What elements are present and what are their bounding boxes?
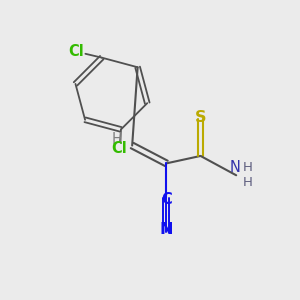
Text: H: H: [243, 161, 253, 174]
Text: H: H: [112, 131, 123, 146]
Text: Cl: Cl: [69, 44, 84, 59]
Text: N: N: [230, 160, 241, 175]
Text: N: N: [160, 222, 173, 237]
Text: H: H: [243, 176, 253, 189]
Text: Cl: Cl: [112, 141, 127, 156]
Text: S: S: [195, 110, 206, 125]
Text: C: C: [161, 191, 172, 206]
